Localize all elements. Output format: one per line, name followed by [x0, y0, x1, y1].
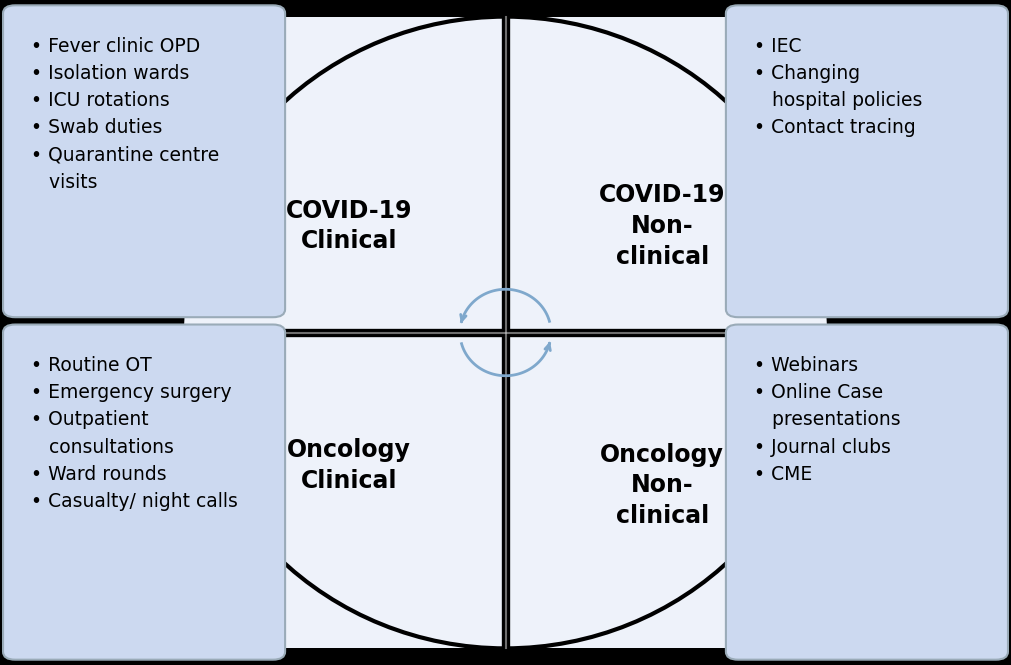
FancyBboxPatch shape [726, 5, 1008, 317]
Text: Oncology
Clinical: Oncology Clinical [287, 438, 410, 493]
Text: Oncology
Non-
clinical: Oncology Non- clinical [601, 443, 724, 528]
Text: • Routine OT
• Emergency surgery
• Outpatient
   consultations
• Ward rounds
• C: • Routine OT • Emergency surgery • Outpa… [31, 356, 239, 511]
Polygon shape [182, 332, 506, 648]
Ellipse shape [182, 17, 829, 648]
Bar [506, 332, 829, 648]
Text: • Webinars
• Online Case
   presentations
• Journal clubs
• CME: • Webinars • Online Case presentations •… [754, 356, 901, 483]
FancyBboxPatch shape [3, 325, 285, 660]
Ellipse shape [182, 17, 829, 648]
Text: COVID-19
Clinical: COVID-19 Clinical [285, 199, 412, 253]
Polygon shape [506, 17, 829, 332]
Polygon shape [506, 332, 829, 648]
Text: • Fever clinic OPD
• Isolation wards
• ICU rotations
• Swab duties
• Quarantine : • Fever clinic OPD • Isolation wards • I… [31, 37, 219, 192]
FancyBboxPatch shape [726, 325, 1008, 660]
Bar [182, 17, 506, 332]
FancyBboxPatch shape [3, 5, 285, 317]
Bar [182, 332, 506, 648]
Text: • IEC
• Changing
   hospital policies
• Contact tracing: • IEC • Changing hospital policies • Con… [754, 37, 923, 138]
Text: COVID-19
Non-
clinical: COVID-19 Non- clinical [599, 184, 726, 269]
Bar [506, 17, 829, 332]
Polygon shape [182, 17, 506, 332]
